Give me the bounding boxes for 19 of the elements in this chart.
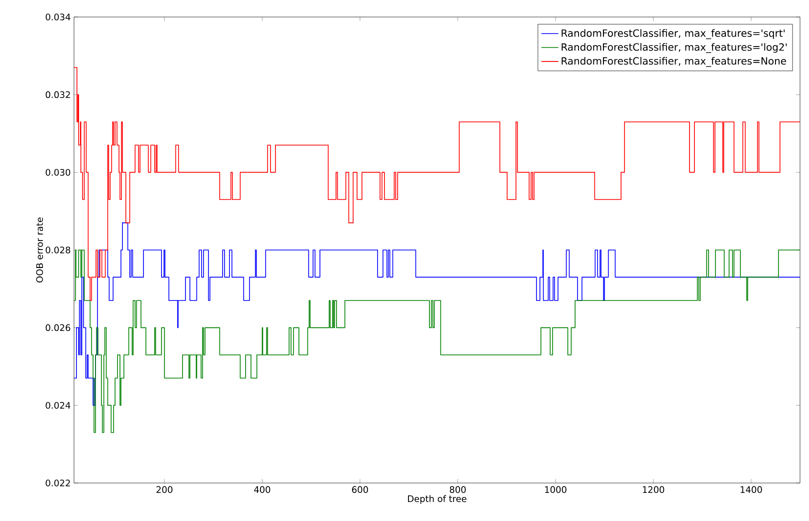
y-tick-label: 0.034: [46, 14, 70, 20]
y-axis-title: OOB error rate: [36, 218, 43, 282]
legend-label: RandomForestClassifier, max_features=None: [562, 56, 786, 67]
x-axis-title: Depth of tree: [408, 495, 466, 504]
y-tick-label: 0.028: [46, 246, 70, 254]
y-tick-label: 0.024: [46, 402, 70, 409]
x-tick-label: 1000: [545, 486, 566, 493]
y-tick-label: 0.030: [46, 168, 70, 176]
x-tick-label: 200: [156, 486, 172, 493]
y-tick-label: 0.026: [46, 324, 70, 332]
x-tick-label: 1200: [642, 486, 664, 493]
x-tick-label: 600: [352, 486, 368, 493]
y-tick-label: 0.022: [46, 480, 70, 486]
y-tick-label: 0.032: [46, 91, 70, 98]
x-tick-label: 800: [450, 486, 466, 493]
x-tick-label: 400: [254, 486, 270, 493]
legend-label: RandomForestClassifier, max_features='sqrt': [562, 29, 785, 40]
x-tick-label: 1400: [740, 486, 762, 493]
legend-label: RandomForestClassifier, max_features='log2': [562, 43, 787, 53]
